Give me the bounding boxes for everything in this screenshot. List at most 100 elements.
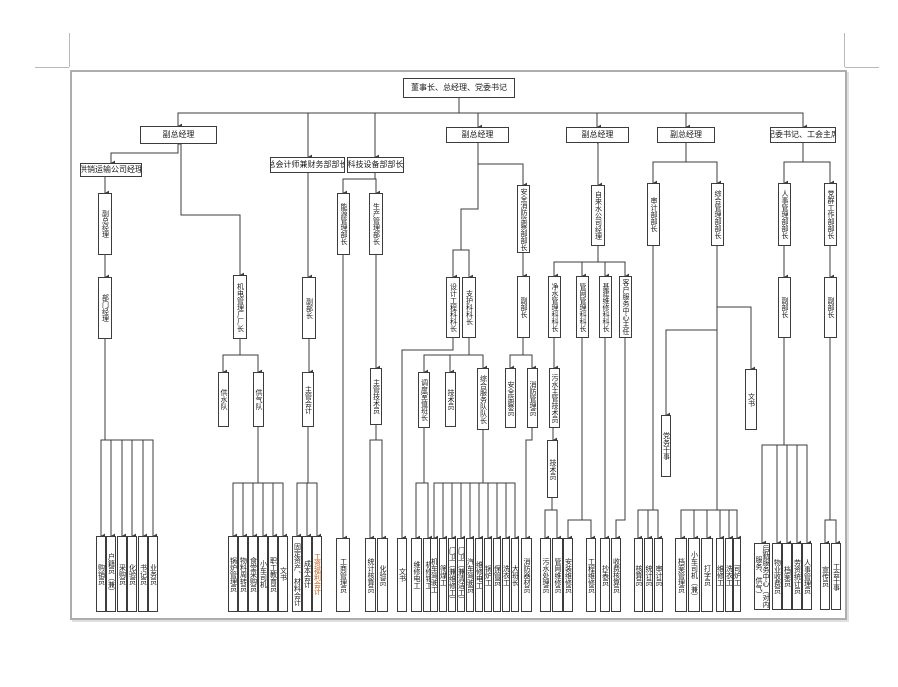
- org-edge-92: [783, 338, 801, 546]
- org-node-U2: 技术员: [547, 440, 558, 498]
- org-edge-58: [525, 428, 533, 541]
- org-edge-34: [369, 425, 377, 541]
- org-edge-21: [252, 427, 259, 539]
- org-node-X3: 副部长: [778, 277, 791, 338]
- org-node-X1: 人事管理部部长: [778, 183, 791, 246]
- org-edge-71: [615, 338, 626, 541]
- org-node-P3: 固定资产、材料会计: [292, 536, 302, 612]
- org-edge-86: [802, 143, 834, 186]
- org-node-G: 科技设备部部长: [347, 157, 404, 173]
- org-node-M4: 小车司机: [258, 536, 268, 612]
- org-node-T4: 客户服务中心主任: [619, 276, 632, 338]
- org-edge-20: [242, 427, 259, 539]
- org-node-M2: 物料周转员: [238, 536, 248, 612]
- org-edge-0: [177, 98, 460, 129]
- org-edge-56: [509, 338, 524, 371]
- org-node-V4: 统计员: [644, 538, 653, 612]
- org-edge-19: [232, 427, 259, 539]
- org-node-W8: 保管员: [493, 538, 501, 612]
- org-edge-63: [597, 246, 629, 279]
- org-node-SA2: 安全监察员: [505, 368, 516, 428]
- org-edge-84: [716, 246, 741, 541]
- org-node-E: 纪委书记、工会主席: [770, 127, 836, 143]
- org-node-W10: 大班长: [511, 538, 519, 612]
- org-node-U1: 污水主管技术员: [549, 368, 560, 428]
- org-edge-6: [374, 98, 460, 160]
- org-node-V3: 核算员: [634, 538, 643, 612]
- org-node-M5: 职工教育员: [268, 536, 278, 612]
- org-node-R6: 文书: [397, 538, 407, 612]
- org-node-X8: 劳资统计员: [792, 543, 802, 610]
- org-node-X7: 档案员: [782, 543, 792, 610]
- org-edge-18: [239, 339, 262, 375]
- org-edge-62: [597, 246, 609, 279]
- org-edge-24: [257, 427, 287, 539]
- org-node-Q4: 主管技术员: [370, 368, 382, 425]
- org-node-V8: 档案管理员: [675, 538, 687, 612]
- org-edge-29: [307, 427, 321, 539]
- org-edge-90: [776, 338, 785, 546]
- org-node-B: 副总经理: [446, 127, 509, 143]
- org-node-U7: 抄表员: [600, 538, 610, 612]
- org-node-V2: 综合管理部部长: [711, 183, 724, 246]
- org-node-U5: 安装维修员: [563, 538, 573, 612]
- org-node-V1: 审计部部长: [647, 183, 660, 246]
- org-edge-7: [110, 144, 179, 166]
- org-node-W6: 维修电工: [475, 538, 483, 612]
- org-edge-66: [544, 498, 553, 541]
- org-node-V13: 司炉工: [733, 538, 741, 612]
- org-edge-69: [581, 338, 595, 541]
- org-edge-94: [824, 338, 831, 546]
- org-node-K6: 业务员: [148, 536, 158, 612]
- org-edge-45: [433, 430, 484, 541]
- org-edge-51: [482, 430, 492, 541]
- org-edge-46: [442, 430, 484, 541]
- org-edge-27: [296, 427, 309, 539]
- org-node-R2a: 设计工程科科长: [446, 277, 460, 338]
- org-edge-73: [685, 143, 721, 186]
- org-edge-75: [647, 246, 654, 541]
- org-edge-68: [567, 338, 583, 541]
- org-node-T3: 基建维修科科长: [599, 276, 612, 338]
- org-edge-61: [581, 246, 599, 279]
- org-edge-78: [665, 246, 718, 418]
- org-node-R3: 调度室值班长: [418, 372, 430, 428]
- org-edge-35: [375, 425, 386, 541]
- org-node-V6: 党务干事: [661, 415, 671, 477]
- org-node-V12: 洗衣工: [725, 538, 733, 612]
- org-node-V11: 维修工: [716, 538, 724, 612]
- org-node-U8: 收费核算员: [611, 538, 621, 612]
- org-node-X11: 工会干事: [831, 543, 841, 610]
- org-node-W7: 锅炉工: [484, 538, 492, 612]
- org-edge-89: [761, 338, 785, 546]
- org-edge-14: [104, 339, 136, 539]
- org-node-N2: 供水队: [218, 372, 229, 427]
- org-node-X2: 党群工作部部长: [824, 183, 837, 246]
- org-node-SA0: 安全消防监察部部长: [517, 185, 530, 253]
- org-node-Q1: 能源管理部长: [337, 193, 350, 255]
- org-node-U3: 污水处理员: [540, 538, 551, 612]
- org-node-R4: 技术员: [445, 372, 456, 427]
- org-edge-72: [652, 143, 687, 186]
- org-edge-4: [458, 98, 807, 130]
- org-edge-59: [597, 142, 602, 188]
- org-node-Q3: 工商管理员: [336, 538, 350, 612]
- org-node-X4: 副部长: [824, 277, 837, 338]
- org-edge-36: [477, 143, 527, 188]
- org-node-V5: 审计员: [654, 538, 663, 612]
- org-node-I: 副总经理: [98, 193, 112, 255]
- org-node-P5: 工资福利会计: [312, 536, 322, 612]
- crop-mark-top-right-h: [845, 67, 879, 68]
- org-node-T2: 管网管理科科长: [576, 276, 589, 338]
- org-edge-22: [257, 427, 267, 539]
- org-node-N3: 供气队: [253, 372, 264, 427]
- org-edge-12: [104, 339, 115, 539]
- org-node-X6: 物业收费员: [772, 543, 782, 610]
- org-node-SA3: 消防管理员: [527, 368, 538, 428]
- org-edge-41: [468, 338, 487, 371]
- org-node-W4: 门卫（兼清洁工）: [457, 538, 465, 612]
- org-node-J: 部门经理: [98, 277, 112, 339]
- org-node-A: 副总经理: [140, 126, 217, 144]
- org-edge-44: [423, 428, 432, 541]
